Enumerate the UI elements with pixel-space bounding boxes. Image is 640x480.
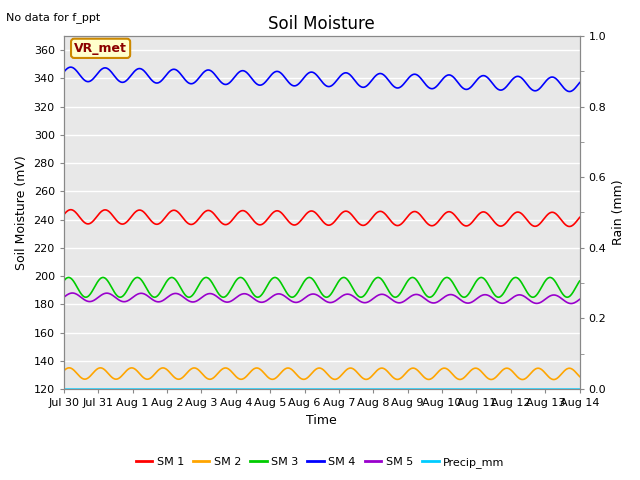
Y-axis label: Rain (mm): Rain (mm) [612,180,625,245]
Text: No data for f_ppt: No data for f_ppt [6,12,100,23]
X-axis label: Time: Time [307,414,337,427]
Y-axis label: Soil Moisture (mV): Soil Moisture (mV) [15,155,28,270]
Text: VR_met: VR_met [74,42,127,55]
Title: Soil Moisture: Soil Moisture [268,15,375,33]
Legend: SM 1, SM 2, SM 3, SM 4, SM 5, Precip_mm: SM 1, SM 2, SM 3, SM 4, SM 5, Precip_mm [131,452,509,472]
